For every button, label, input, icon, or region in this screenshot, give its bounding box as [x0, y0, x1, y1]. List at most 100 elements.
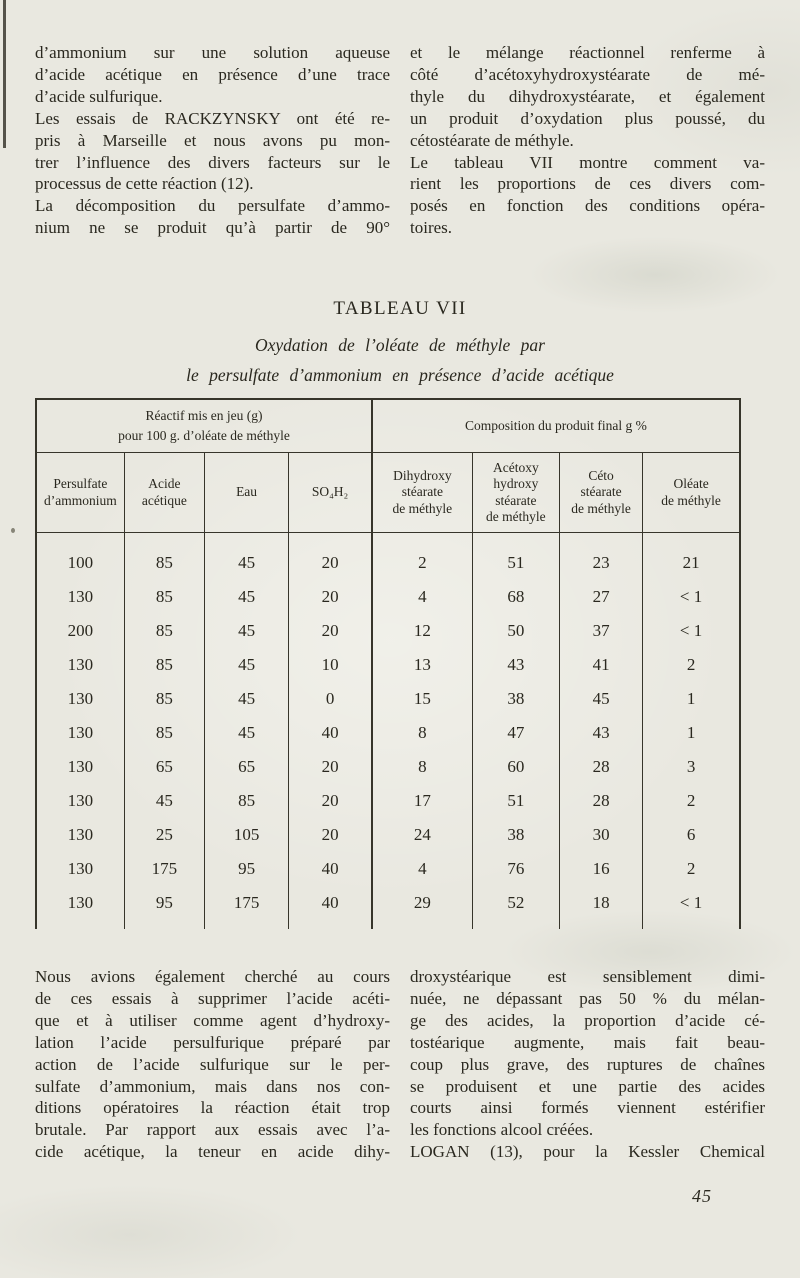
- text-line: courts ainsi formés viennent estérifier: [410, 1098, 765, 1118]
- table-cell: 65: [124, 750, 205, 784]
- text-line: sulfate d’ammonium, mais dans nos con-: [35, 1076, 390, 1096]
- group-header-reactants: Réactif mis en jeu (g) pour 100 g. d’olé…: [36, 399, 373, 453]
- table-cell: 175: [204, 886, 290, 929]
- table-cell: 40: [288, 886, 373, 929]
- col-header-acide-acetique: Acide acétique: [124, 452, 205, 533]
- table-cell: 40: [288, 852, 373, 886]
- table-cell: 43: [472, 648, 560, 682]
- discussion-right-column: droxystéarique est sensiblement dimi-nué…: [410, 966, 765, 1163]
- table-cell: 95: [204, 852, 290, 886]
- table-title: TABLEAU VII: [333, 298, 467, 319]
- table-cell: 16: [559, 852, 644, 886]
- table-cell: 13: [371, 648, 473, 682]
- table-cell: 21: [682, 553, 700, 572]
- table-cell: 17: [371, 784, 473, 818]
- text-line: d’ammonium sur une solution aqueuse: [35, 43, 390, 62]
- results-table: Réactif mis en jeu (g) pour 100 g. d’olé…: [35, 398, 741, 929]
- table-cell: 12: [371, 614, 473, 648]
- table-cell: 28: [559, 750, 644, 784]
- table-subtitle-line1: Oxydation de l’oléate de méthyle par: [255, 335, 545, 355]
- col-header-dihydroxy: Dihydroxy stéarate de méthyle: [371, 452, 473, 533]
- table-cell: 1: [686, 723, 696, 742]
- text-line: Le tableau VII montre comment va-: [410, 152, 765, 172]
- table-cell: 20: [288, 818, 373, 852]
- table-cell: 68: [472, 580, 560, 614]
- table-cell: 51: [472, 784, 560, 818]
- col-header-oleate: Oléate de méthyle: [642, 452, 740, 533]
- table-cell: 45: [124, 784, 205, 818]
- table-cell: 25: [124, 818, 205, 852]
- text-line: de ces essais à supprimer l’acide acéti-: [35, 988, 390, 1008]
- table-cell: 130: [36, 818, 125, 852]
- table-cell: 47: [472, 716, 560, 750]
- text-line: se produisent et une partie des acides: [410, 1076, 765, 1096]
- table-cell: 4: [371, 852, 473, 886]
- table-cell: 38: [472, 682, 560, 716]
- intro-left-column: d’ammonium sur une solution aqueuse d’aci…: [35, 42, 390, 239]
- table-cell: 20: [288, 784, 373, 818]
- text-line: côté d’acétoxyhydroxystéarate de mé-: [410, 64, 765, 84]
- table-cell: 2: [686, 791, 696, 810]
- text-line: d’acide sulfurique.: [35, 86, 163, 106]
- table-cell: 76: [472, 852, 560, 886]
- text-line: pris à Marseille et nous avons pu mon-: [35, 130, 390, 150]
- table-cell: 30: [559, 818, 644, 852]
- table-cell: 10: [288, 648, 373, 682]
- table-cell: 85: [124, 532, 205, 580]
- text-line: d’acide acétique en présence d’une trace: [35, 64, 390, 84]
- table-row: 130 25 105 20 24 38 30 6: [36, 818, 740, 852]
- table-cell: 20: [288, 580, 373, 614]
- text-line: ge des acides, la proportion d’acide cé-: [410, 1010, 765, 1030]
- table-cell: 20: [288, 750, 373, 784]
- text-line: Nous avions également cherché au cours: [35, 967, 390, 986]
- text-line: coup plus grave, des ruptures de chaînes: [410, 1054, 765, 1074]
- text-line: cétostéarate de méthyle.: [410, 130, 574, 150]
- table-cell: 175: [124, 852, 205, 886]
- table-cell: 130: [36, 784, 125, 818]
- text-line: thyle du dihydroxystéarate, et également: [410, 86, 765, 106]
- table-cell: 4: [371, 580, 473, 614]
- table-cell: 45: [204, 648, 290, 682]
- table-cell: 2: [686, 655, 696, 674]
- text-line: trer l’influence des divers facteurs sur…: [35, 152, 390, 172]
- column-header-row: Persulfate d’ammonium Acide acétique Eau…: [36, 452, 740, 533]
- table-row: 130 45 85 20 17 51 28 2: [36, 784, 740, 818]
- text-line: que et à utiliser comme agent d’hydroxy-: [35, 1010, 390, 1030]
- table-cell: 28: [559, 784, 644, 818]
- table-cell: 45: [204, 614, 290, 648]
- text-line: ditions opératoires la réaction était tr…: [35, 1098, 390, 1118]
- text-line: LOGAN (13), pour la Kessler Chemical: [410, 1142, 765, 1162]
- table-cell: 23: [559, 532, 644, 580]
- table-cell: 85: [204, 784, 290, 818]
- discussion-left-column: Nous avions également cherché au cours de…: [35, 966, 390, 1163]
- table-row: 130 65 65 20 8 60 28 3: [36, 750, 740, 784]
- table-cell: 60: [472, 750, 560, 784]
- text-line: La décomposition du persulfate d’ammo-: [35, 196, 390, 216]
- scan-speck: [11, 528, 15, 533]
- text-line: rient les proportions de ces divers com-: [410, 174, 765, 194]
- table-cell: 27: [559, 580, 644, 614]
- table-cell: 20: [288, 614, 373, 648]
- table-cell: 1: [686, 689, 696, 708]
- table-cell: 85: [124, 648, 205, 682]
- table-cell: 45: [204, 716, 290, 750]
- table-row: 130 85 45 40 8 47 43 1: [36, 716, 740, 750]
- table-row: 130 175 95 40 4 76 16 2: [36, 852, 740, 886]
- table-cell: 45: [559, 682, 644, 716]
- table-cell: 50: [472, 614, 560, 648]
- text-line: processus de cette réaction (12).: [35, 174, 254, 194]
- intro-text-block: d’ammonium sur une solution aqueuse d’aci…: [35, 42, 765, 239]
- text-line: toires.: [410, 218, 453, 238]
- text-line: tostéarique augmente, mais fait beau-: [410, 1032, 765, 1052]
- scan-margin-artifact: [3, 0, 6, 148]
- text-line: nuée, ne dépassant pas 50 % du mélan-: [410, 988, 765, 1008]
- col-header-so4h2: SO₄H₂: [288, 452, 373, 533]
- table-row: 200 85 45 20 12 50 37 < 1: [36, 614, 740, 648]
- table-cell: 2: [371, 532, 473, 580]
- table-cell: 6: [686, 825, 696, 844]
- table-cell: 45: [204, 532, 290, 580]
- text-line: nium ne se produit qu’à partir de 90°: [35, 218, 390, 238]
- table-row: 130 85 45 10 13 43 41 2: [36, 648, 740, 682]
- table-cell: 85: [124, 614, 205, 648]
- table-cell: 85: [124, 682, 205, 716]
